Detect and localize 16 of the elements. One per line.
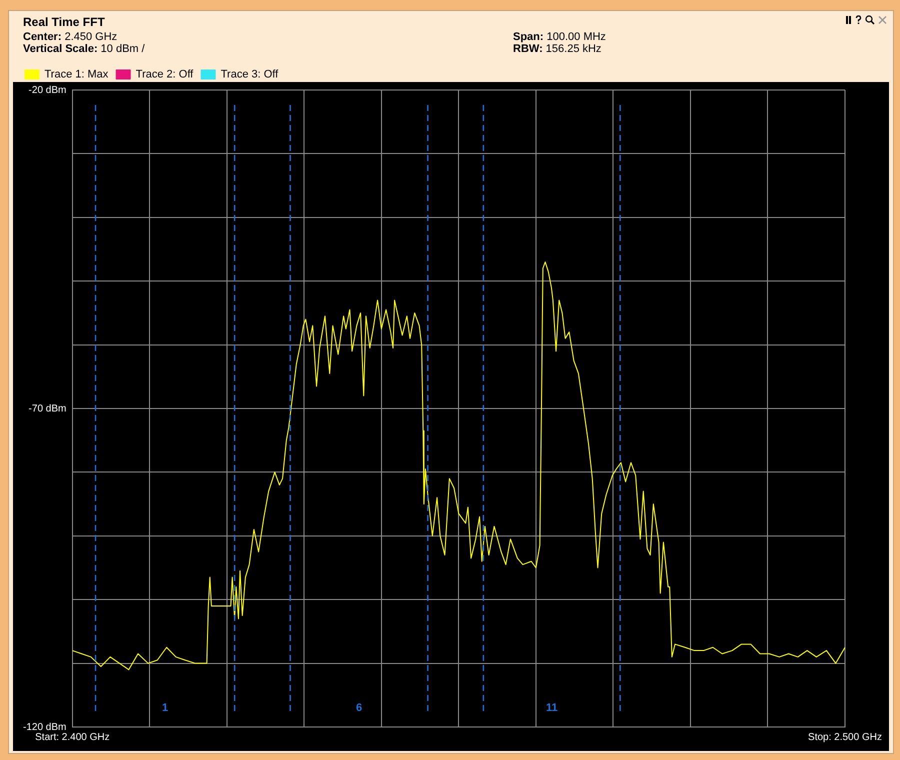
text: Center: 2.450 GHz: [23, 31, 118, 43]
text: Vertical Scale: 10 dBm /: [23, 43, 145, 55]
annotation: 11: [546, 702, 558, 714]
y-tick-label: -20 dBm: [28, 84, 66, 96]
legend-label: Trace 1: Max: [44, 68, 109, 81]
chart-title: Real Time FFT: [23, 15, 105, 29]
annotation: 6: [356, 702, 362, 714]
legend-label: Trace 2: Off: [136, 68, 194, 81]
y-tick-label: -70 dBm: [28, 403, 66, 414]
x-tick-label: Stop: 2.500 GHz: [808, 732, 882, 743]
annotation: 1: [162, 702, 168, 714]
legend-label: Trace 3: Off: [220, 68, 280, 81]
y-tick-label: -120 dBm: [22, 722, 66, 733]
x-tick-label: Start: 2.400 GHz: [35, 732, 110, 743]
text: Span: 100.00 MHz: [513, 31, 606, 43]
text: RBW: 156.25 kHz: [513, 43, 602, 55]
